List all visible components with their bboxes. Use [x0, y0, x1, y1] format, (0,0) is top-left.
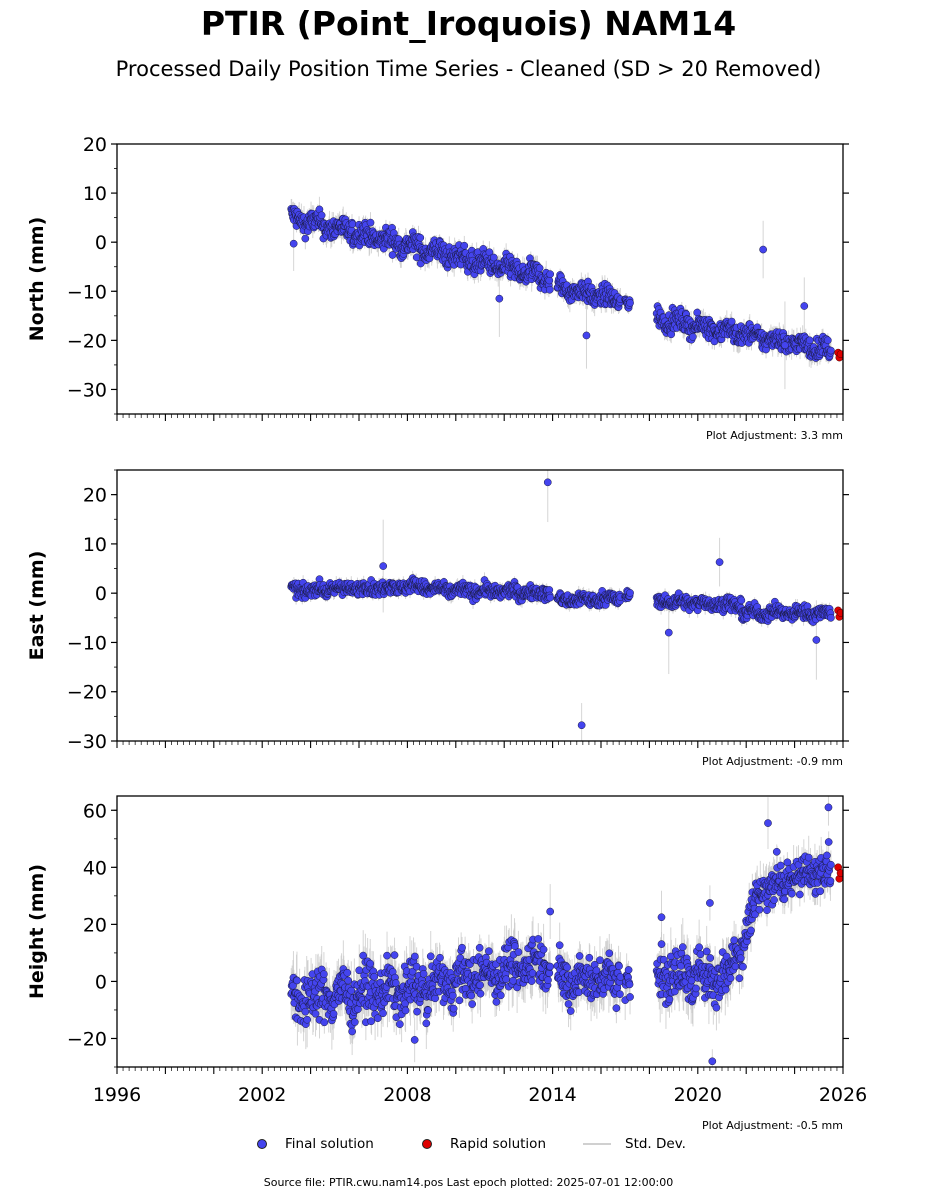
- y-tick-label: −10: [67, 281, 107, 303]
- final-point: [495, 294, 504, 303]
- panel-east: 20 10 0 −10 −20 −30 East (mm) Plot Adjustment: …: [26, 469, 849, 768]
- y-tick-label: 20: [83, 134, 107, 156]
- final-point: [759, 245, 767, 254]
- final-point: [827, 613, 835, 622]
- final-point: [812, 636, 821, 644]
- y-axis-label: East (mm): [26, 551, 48, 661]
- rapid-solution-points: [834, 606, 843, 621]
- final-point: [546, 270, 555, 279]
- plot-adjustment-label: Plot Adjustment: 3.3 mm: [706, 429, 843, 442]
- rapid-solution-points: [834, 348, 843, 362]
- final-point: [693, 308, 702, 317]
- final-point: [800, 302, 809, 310]
- y-tick-label: −10: [67, 632, 107, 654]
- chart-subtitle: Processed Daily Position Time Series - C…: [115, 57, 822, 81]
- final-point: [489, 253, 498, 262]
- y-tick-label: −20: [67, 330, 107, 352]
- plot-adjustment-label: Plot Adjustment: -0.9 mm: [702, 755, 843, 768]
- final-point: [577, 721, 586, 730]
- plot-area: [287, 470, 843, 741]
- final-point: [535, 264, 544, 272]
- y-axis-label: North (mm): [26, 217, 48, 342]
- y-tick-label: −30: [67, 379, 107, 401]
- final-point: [688, 333, 697, 341]
- final-point: [301, 234, 310, 243]
- y-tick-label: 10: [83, 183, 107, 205]
- final-point: [388, 251, 397, 259]
- plot-frame: [116, 143, 844, 415]
- rapid-point: [836, 350, 843, 358]
- plot-area: [287, 196, 843, 390]
- y-tick-label: 20: [83, 485, 107, 507]
- y-tick-label: −30: [67, 731, 107, 753]
- final-point: [416, 233, 425, 242]
- rapid-point: [836, 609, 843, 617]
- y-tick-label: 0: [95, 232, 107, 254]
- final-point: [366, 218, 375, 227]
- final-point: [715, 558, 724, 566]
- final-solution-points: [287, 204, 835, 362]
- final-point: [317, 211, 326, 220]
- final-point: [379, 562, 388, 570]
- final-point: [543, 478, 552, 487]
- y-tick-label: −20: [67, 682, 107, 704]
- final-point: [582, 331, 591, 340]
- final-point: [737, 596, 746, 605]
- final-point: [460, 241, 469, 250]
- final-point: [626, 589, 634, 597]
- chart-title: PTIR (Point_Iroquois) NAM14: [200, 4, 737, 43]
- final-point: [289, 239, 298, 248]
- final-point: [545, 276, 554, 285]
- final-solution-points: [287, 478, 835, 730]
- final-point: [781, 341, 789, 350]
- final-point: [664, 628, 673, 637]
- final-point: [348, 220, 357, 228]
- y-tick-label: 0: [95, 583, 107, 605]
- plot-area: [287, 796, 843, 1067]
- final-point: [546, 593, 555, 602]
- final-point: [545, 285, 554, 294]
- final-point: [727, 317, 736, 326]
- final-point: [805, 336, 814, 345]
- panel-north: 20 10 0 −10 −20 −30 North (mm) Plot Adjustment:…: [26, 134, 849, 442]
- final-point: [827, 346, 835, 355]
- final-point: [823, 336, 832, 345]
- final-point: [626, 299, 634, 307]
- y-tick-label: 10: [83, 534, 107, 556]
